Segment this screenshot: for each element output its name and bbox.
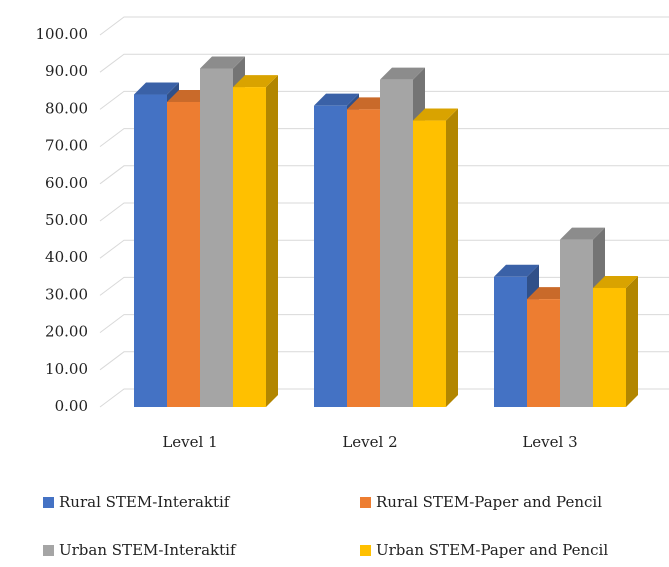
grid-line (99, 165, 669, 185)
bar (593, 287, 626, 407)
grid-line (99, 351, 669, 371)
y-tick-label: 70.00 (45, 137, 88, 155)
y-tick-label: 80.00 (45, 99, 88, 117)
bar-top (134, 82, 179, 95)
legend-label: Rural STEM-Paper and Pencil (376, 493, 602, 511)
y-tick-label: 10.00 (45, 360, 88, 378)
bar-top (200, 56, 245, 69)
bar-top (380, 67, 425, 80)
bar (560, 239, 593, 407)
y-tick-label: 0.00 (55, 397, 88, 415)
bar (167, 101, 200, 408)
legend-swatch (43, 545, 54, 556)
bar-top (413, 108, 458, 121)
legend-label: Urban STEM-Paper and Pencil (376, 541, 608, 559)
bar (314, 105, 347, 408)
grid-line (99, 239, 669, 259)
bar-top (494, 264, 539, 277)
bar (380, 79, 413, 407)
bar-side (446, 108, 458, 407)
y-tick-label: 30.00 (45, 285, 88, 303)
grid-line (99, 276, 669, 296)
bar (233, 87, 266, 407)
y-tick-label: 90.00 (45, 62, 88, 80)
y-tick-label: 60.00 (45, 174, 88, 192)
grid-line (99, 53, 669, 73)
grid-line (99, 90, 669, 110)
bar (347, 109, 380, 408)
x-tick-label: Level 1 (162, 433, 217, 451)
bar (527, 299, 560, 407)
legend-swatch (360, 497, 371, 508)
legend-swatch (43, 497, 54, 508)
grid-line (99, 388, 669, 408)
grid-line (99, 16, 669, 36)
y-tick-label: 100.00 (36, 25, 89, 43)
y-tick-label: 20.00 (45, 323, 88, 341)
bar (200, 68, 233, 407)
bar (134, 94, 167, 408)
grid-line (99, 202, 669, 222)
bar-top (593, 275, 638, 288)
grid-line (99, 128, 669, 147)
y-tick-label: 50.00 (45, 211, 88, 229)
bar (413, 120, 446, 407)
bar-top (560, 227, 605, 240)
bar-side (626, 275, 638, 407)
x-tick-label: Level 2 (342, 433, 397, 451)
x-tick-label: Level 3 (522, 433, 577, 451)
legend-label: Rural STEM-Interaktif (59, 493, 231, 511)
bar (494, 276, 527, 407)
bar-top (314, 93, 359, 106)
grid-line (99, 314, 669, 333)
bar-top (233, 75, 278, 88)
y-tick-label: 40.00 (45, 248, 88, 266)
legend-swatch (360, 545, 371, 556)
bar-side (266, 75, 278, 407)
legend-label: Urban STEM-Interaktif (59, 541, 237, 559)
